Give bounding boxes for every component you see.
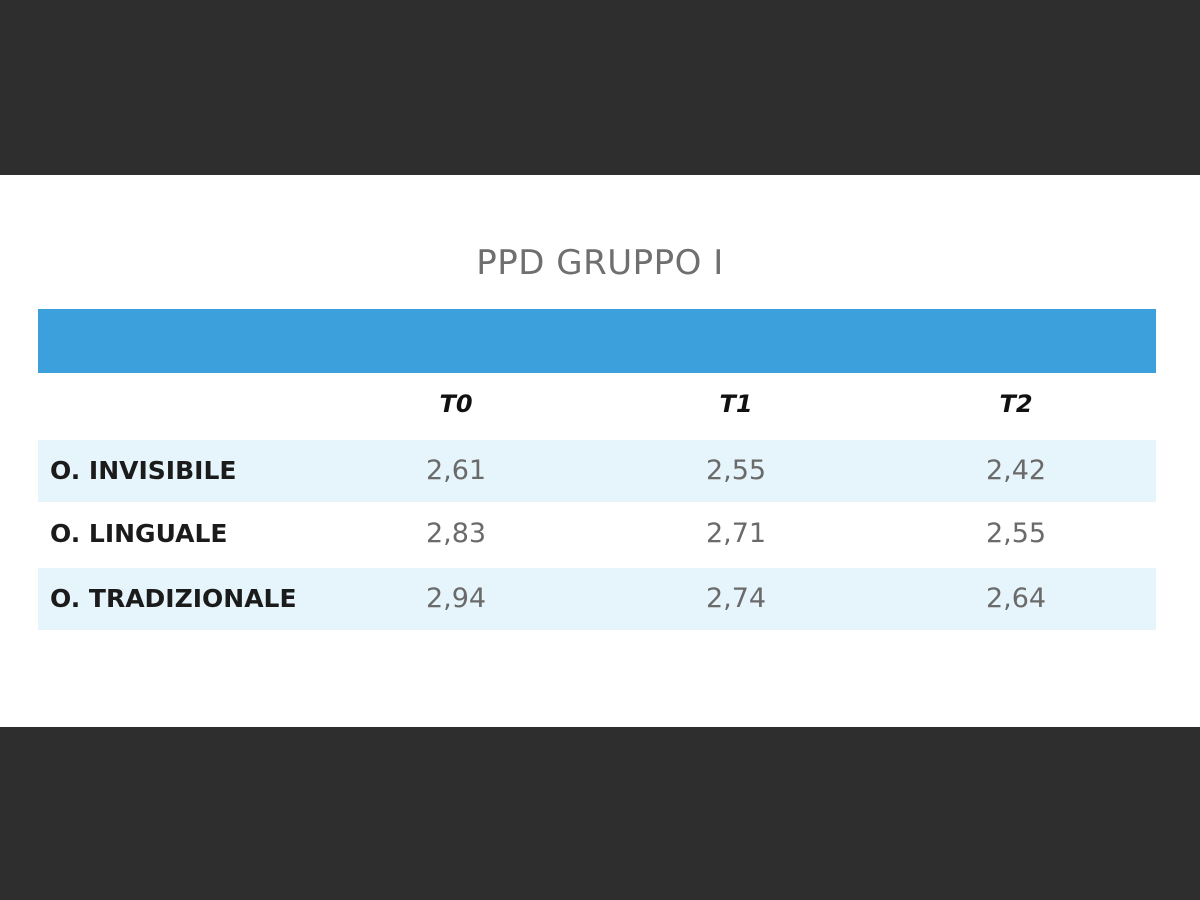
cell-t2: 2,42 [985,455,1047,486]
table-row-invisibile: O. INVISIBILE 2,61 2,55 2,42 [38,440,1156,502]
cell-t0: 2,83 [425,518,487,549]
row-label: O. TRADIZIONALE [50,584,297,613]
cell-t0: 2,61 [425,455,487,486]
letterbox-top [0,0,1200,175]
column-header-t0: T0 [439,390,473,418]
cell-t1: 2,71 [705,518,767,549]
letterbox-bottom [0,727,1200,900]
table-row-linguale: O. LINGUALE 2,83 2,71 2,55 [38,503,1156,565]
row-label: O. LINGUALE [50,519,228,548]
cell-t1: 2,55 [705,455,767,486]
table-row-tradizionale: O. TRADIZIONALE 2,94 2,74 2,64 [38,568,1156,630]
column-header-t2: T2 [999,390,1033,418]
cell-t1: 2,74 [705,583,767,614]
table-title: PPD GRUPPO I [476,243,724,283]
cell-t2: 2,55 [985,518,1047,549]
row-label: O. INVISIBILE [50,456,237,485]
column-header-t1: T1 [719,390,753,418]
cell-t0: 2,94 [425,583,487,614]
slide: PPD GRUPPO I T0 T1 T2 O. INVISIBILE 2,61… [0,175,1200,727]
cell-t2: 2,64 [985,583,1047,614]
table-header-bar [38,309,1156,373]
